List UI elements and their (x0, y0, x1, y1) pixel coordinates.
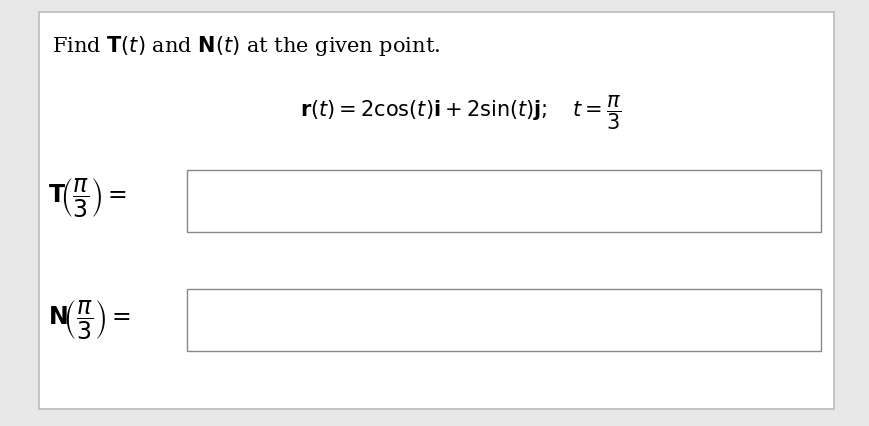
Text: Find $\mathbf{T}(t)$ and $\mathbf{N}(t)$ at the given point.: Find $\mathbf{T}(t)$ and $\mathbf{N}(t)$… (52, 34, 441, 58)
Bar (187, 170, 821, 232)
Text: $\mathbf{N}\!\left(\dfrac{\pi}{3}\right) =$: $\mathbf{N}\!\left(\dfrac{\pi}{3}\right)… (48, 298, 130, 341)
Text: $\mathbf{r}(t) = 2\cos(t)\mathbf{i} + 2\sin(t)\mathbf{j};\quad t = \dfrac{\pi}{3: $\mathbf{r}(t) = 2\cos(t)\mathbf{i} + 2\… (300, 94, 621, 132)
Text: $\mathbf{T}\!\left(\dfrac{\pi}{3}\right) =$: $\mathbf{T}\!\left(\dfrac{\pi}{3}\right)… (48, 176, 127, 220)
Bar (187, 290, 821, 351)
